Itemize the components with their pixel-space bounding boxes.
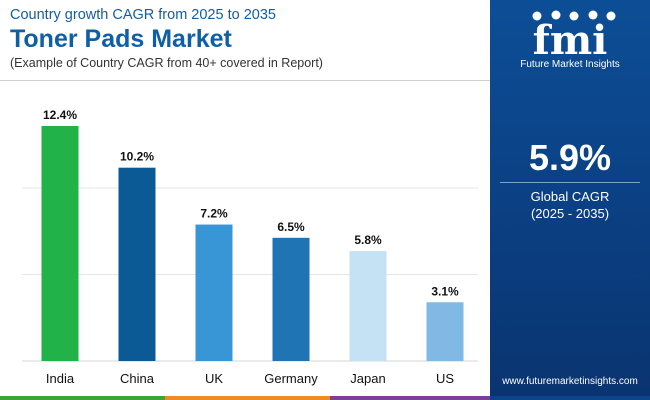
data-label: 3.1% [431,284,459,298]
brand-sidebar: fmi Future Market Insights 5.9% Global C… [490,0,650,400]
bar-germany [272,237,310,361]
chart-note: (Example of Country CAGR from 40+ covere… [10,56,323,70]
data-label: 12.4% [43,108,77,122]
data-label: 10.2% [120,150,154,164]
cagr-divider [500,182,640,183]
bottom-color-band [0,396,650,400]
bar-india [41,126,79,361]
band-segment [490,396,650,400]
gridlines [22,187,478,362]
x-tick-labels: India China UK Germany Japan US [46,371,454,386]
data-label: 7.2% [200,207,228,221]
bar-china [118,167,156,361]
x-tick-label: India [46,371,75,386]
brand-name: Future Market Insights [520,59,620,70]
data-label: 5.8% [354,233,382,247]
band-segment [330,396,490,400]
logo-wordmark: fmi [533,17,608,64]
x-tick-label: US [436,371,454,386]
bar-japan [349,251,387,361]
bars [41,126,464,361]
chart-subtitle: Country growth CAGR from 2025 to 2035 [10,7,276,23]
x-tick-label: Germany [264,371,318,386]
bar-uk [195,224,233,361]
x-tick-label: Japan [350,371,385,386]
x-tick-label: China [120,371,155,386]
global-cagr-value: 5.9% [528,137,612,178]
global-cagr-period: (2025 - 2035) [530,206,610,221]
global-cagr-label: Global CAGR [530,189,610,204]
band-segment [0,396,165,400]
bar-us [426,302,464,361]
data-label: 6.5% [277,220,305,234]
data-labels: 12.4% 10.2% 7.2% 6.5% 5.8% 3.1% [43,108,459,298]
fmi-logo: fmi [532,10,616,64]
header: Country growth CAGR from 2025 to 2035 To… [10,6,490,71]
header-divider [0,80,490,81]
bar-chart: 12.4% 10.2% 7.2% 6.5% 5.8% 3.1% India China UK G… [22,108,478,386]
x-tick-label: UK [205,371,223,386]
band-segment [165,396,330,400]
logo-icons [532,10,616,21]
website-link[interactable]: www.futuremarketinsights.com [502,376,638,387]
chart-title: Toner Pads Market [10,25,232,53]
